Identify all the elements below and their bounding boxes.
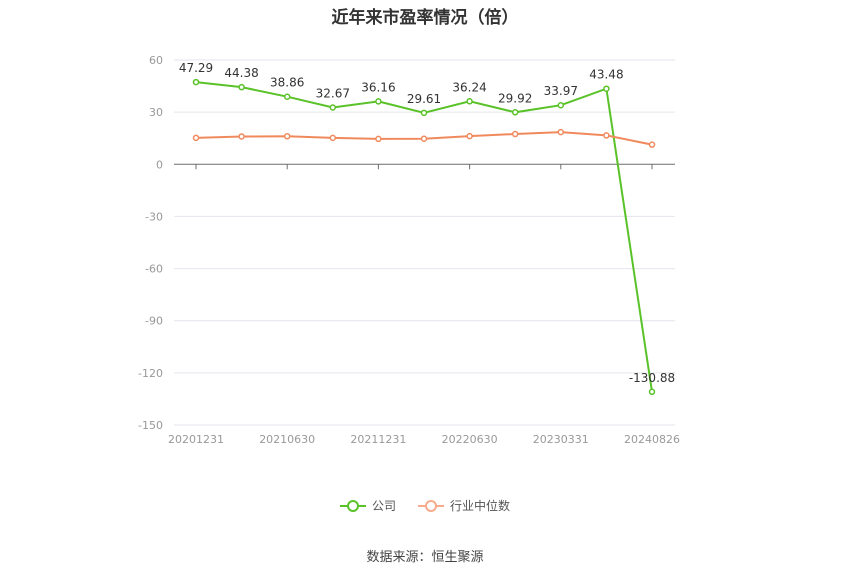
data-point-company: [557, 101, 565, 109]
legend: 公司 行业中位数: [0, 497, 850, 514]
data-label: 33.97: [544, 84, 578, 98]
x-tick-label: 20201231: [168, 433, 224, 446]
legend-marker-industry-median: [418, 499, 444, 513]
data-point-industry-median: [238, 133, 245, 140]
series-line-company: [195, 81, 653, 392]
data-point-industry-median: [283, 133, 291, 140]
data-label: -130.88: [629, 371, 675, 385]
data-source: 数据来源：恒生聚源: [366, 550, 484, 565]
x-tick-label: 20230331: [533, 433, 589, 446]
data-labels: 47.29 44.38 38.86 32.67 36.16 29.61 36.24 29.92…: [179, 61, 675, 385]
data-point-industry-median: [420, 135, 428, 142]
data-point-company: [648, 388, 656, 396]
data-label: 43.48: [589, 68, 623, 82]
y-tick-label: 0: [156, 158, 163, 171]
legend-item-industry-median[interactable]: 行业中位数: [418, 497, 510, 514]
y-tick-label: -90: [145, 315, 163, 328]
x-tick-label: 20211231: [350, 433, 406, 446]
data-point-company: [420, 109, 428, 117]
data-point-company: [375, 98, 382, 105]
data-label: 29.92: [498, 91, 532, 105]
legend-marker-company: [339, 499, 366, 513]
data-point-company: [192, 78, 200, 86]
y-axis: 60 30 0 -30 -60 -90 -120 -150: [138, 54, 163, 432]
y-tick-label: -30: [145, 210, 163, 223]
data-point-company: [283, 93, 291, 100]
data-point-industry-median: [511, 130, 519, 138]
data-point-industry-median: [557, 128, 565, 136]
legend-label-industry-median: 行业中位数: [450, 499, 511, 513]
data-label: 29.61: [407, 92, 441, 106]
data-point-industry-median: [329, 134, 337, 142]
data-label: 38.86: [270, 76, 304, 90]
x-tick-label: 20240826: [624, 433, 680, 446]
data-point-company: [603, 85, 610, 92]
data-label: 36.24: [452, 80, 486, 94]
legend-label-company: 公司: [371, 499, 396, 513]
data-label: 32.67: [316, 87, 350, 101]
data-point-industry-median: [192, 134, 200, 142]
y-tick-label: -120: [138, 367, 163, 380]
x-axis: 20201231 20210630 20211231 20220630 20230331…: [168, 163, 680, 446]
data-label: 44.38: [224, 66, 258, 80]
data-point-industry-median: [648, 141, 656, 148]
y-tick-label: -60: [145, 263, 163, 276]
y-tick-label: 60: [149, 54, 163, 67]
data-point-company: [238, 83, 245, 91]
x-tick-label: 20210630: [259, 433, 315, 446]
data-point-industry-median: [603, 132, 610, 139]
x-tick-label: 20220630: [442, 433, 498, 446]
series-layer: [192, 78, 656, 396]
data-label: 36.16: [361, 80, 395, 94]
data-point-company: [511, 109, 519, 116]
y-tick-label: -150: [138, 419, 163, 432]
chart-title: 近年来市盈率情况（倍）: [331, 8, 519, 28]
data-point-company: [329, 104, 337, 111]
data-point-industry-median: [466, 132, 473, 140]
y-tick-label: 30: [149, 106, 163, 119]
data-label: 47.29: [179, 61, 213, 75]
data-point-industry-median: [375, 135, 382, 143]
data-point-company: [466, 98, 473, 105]
legend-item-company[interactable]: 公司: [339, 497, 396, 514]
